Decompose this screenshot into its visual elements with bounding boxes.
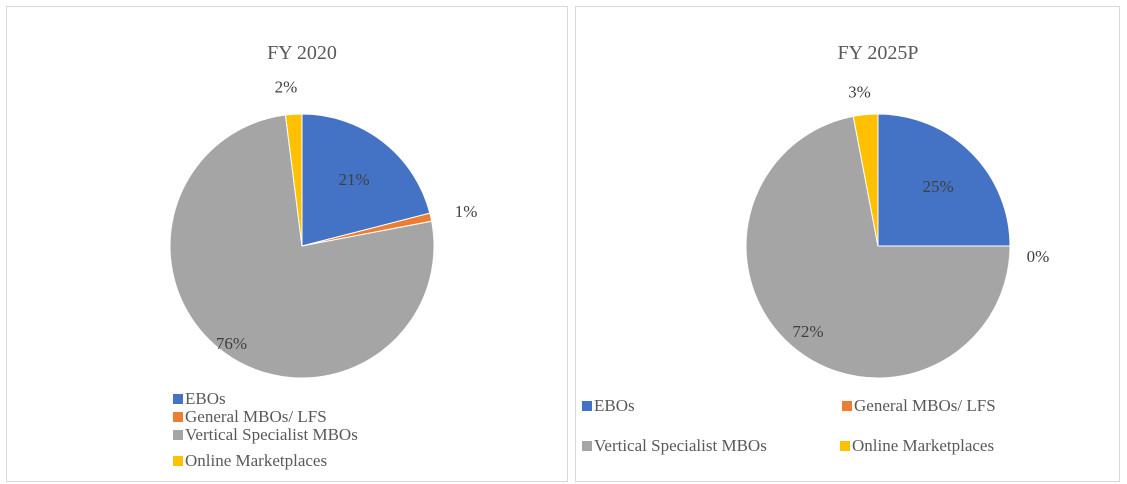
legend-item-vertical-specialist-mbos: Vertical Specialist MBOs — [173, 425, 358, 444]
legend-item-online-marketplaces: Online Marketplaces — [173, 451, 327, 470]
pie-chart-fy2025p: FY 2025P 25% 0% 72% 3% EBOs General MBOs/ LFS… — [582, 42, 1050, 455]
legend-swatch — [582, 401, 592, 411]
legend-swatch — [582, 441, 592, 451]
chart-title: FY 2025P — [838, 42, 919, 64]
legend-label: Online Marketplaces — [852, 436, 994, 455]
legend-item-ebos: EBOs — [582, 396, 635, 415]
legend-item-vertical-specialist-mbos: Vertical Specialist MBOs — [582, 436, 767, 455]
data-label-online-marketplaces: 3% — [848, 83, 871, 102]
legend-label: Online Marketplaces — [185, 451, 327, 470]
legend-item-general-mbos-lfs: General MBOs/ LFS — [842, 396, 996, 415]
pie-slice-vertical-specialist-mbos — [745, 115, 1011, 379]
legend-label: General MBOs/ LFS — [854, 396, 996, 415]
data-label-ebos: 25% — [923, 177, 954, 196]
legend-item-online-marketplaces: Online Marketplaces — [840, 436, 994, 455]
pie-slice-online-marketplaces — [852, 113, 879, 247]
data-label-vertical-specialist-mbos: 72% — [792, 322, 823, 341]
legend-label: General MBOs/ LFS — [185, 407, 327, 426]
legend-item-general-mbos-lfs: General MBOs/ LFS — [173, 407, 327, 426]
chart-title: FY 2020 — [267, 42, 337, 64]
legend-swatch — [842, 401, 852, 411]
pie-slice-online-marketplaces — [284, 113, 303, 247]
legend-swatch — [173, 412, 183, 422]
data-label-ebos: 21% — [339, 170, 370, 189]
pie-slice-vertical-specialist-mbos — [169, 114, 435, 379]
legend-label: Vertical Specialist MBOs — [185, 425, 358, 444]
legend-label: Vertical Specialist MBOs — [594, 436, 767, 455]
legend-label: EBOs — [594, 396, 635, 415]
legend-swatch — [173, 430, 183, 440]
legend-label: EBOs — [185, 389, 226, 408]
data-label-general-mbos-lfs: 0% — [1027, 247, 1050, 266]
legend-swatch — [173, 394, 183, 404]
chart-panel-fy2025p: FY 2025P 25% 0% 72% 3% EBOs General MBOs/ LFS… — [575, 6, 1120, 482]
legend-swatch — [173, 456, 183, 466]
pie-slice-ebos — [301, 113, 431, 247]
data-label-general-mbos-lfs: 1% — [455, 202, 478, 221]
chart-panel-fy2020: FY 2020 21% 1% 76% 2% EBOs General MBOs/ LFS V… — [6, 6, 568, 482]
legend-swatch — [840, 441, 850, 451]
data-label-online-marketplaces: 2% — [275, 77, 298, 96]
data-label-vertical-specialist-mbos: 76% — [216, 334, 247, 353]
legend-item-ebos: EBOs — [173, 389, 226, 408]
pie-slice-ebos — [877, 113, 1011, 247]
